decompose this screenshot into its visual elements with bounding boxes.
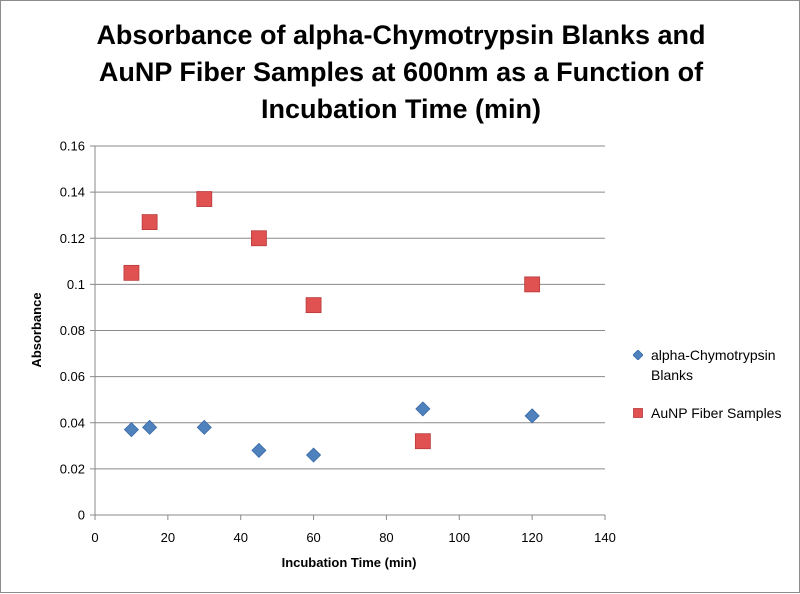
aunp-point bbox=[196, 191, 213, 207]
y-tick-label: 0.06 bbox=[60, 369, 85, 384]
blanks-point bbox=[123, 422, 139, 438]
chart-title-line-2: AuNP Fiber Samples at 600nm as a Functio… bbox=[98, 57, 704, 87]
legend-label-blanks-line-2: Blanks bbox=[651, 367, 694, 383]
aunp-point bbox=[251, 230, 267, 247]
tick-labels: 0 0.02 0.04 0.06 0.08 0.1 0.12 0.14 0.16 0 20 40 60 8… bbox=[60, 139, 616, 546]
data-points bbox=[123, 191, 541, 463]
aunp-point bbox=[414, 433, 431, 450]
legend-item-blanks: alpha-Chymotrypsin Blanks bbox=[633, 345, 793, 385]
legend: alpha-Chymotrypsin Blanks AuNP Fiber Sam… bbox=[633, 345, 793, 423]
aunp-point bbox=[305, 297, 322, 314]
aunp-point bbox=[123, 264, 140, 281]
legend-diamond-marker bbox=[633, 350, 643, 360]
x-axis-label: Incubation Time (min) bbox=[282, 555, 417, 570]
chart-title: Absorbance of alpha-Chymotrypsin Blanks … bbox=[1, 17, 800, 128]
blanks-point bbox=[142, 419, 158, 435]
x-tick-label: 40 bbox=[233, 530, 247, 545]
chart-title-line-1: Absorbance of alpha-Chymotrypsin Blanks … bbox=[96, 20, 706, 50]
blanks-point bbox=[196, 419, 212, 435]
x-tick-label: 140 bbox=[594, 530, 616, 545]
y-tick-label: 0.14 bbox=[60, 185, 85, 200]
x-tick-label: 60 bbox=[306, 530, 320, 545]
aunp-point bbox=[524, 276, 541, 293]
y-axis-label: Absorbance bbox=[29, 292, 44, 367]
legend-label-blanks-line-1: alpha-Chymotrypsin bbox=[651, 347, 776, 363]
blanks-point bbox=[251, 442, 267, 458]
x-tick-label: 80 bbox=[379, 530, 393, 545]
y-tick-label: 0.04 bbox=[60, 415, 85, 430]
legend-label-aunp: AuNP Fiber Samples bbox=[651, 405, 782, 421]
x-tick-label: 100 bbox=[448, 530, 470, 545]
blanks-point bbox=[415, 401, 431, 417]
y-tick-label: 0.02 bbox=[60, 461, 85, 476]
x-tick-label: 120 bbox=[521, 530, 543, 545]
blanks-point bbox=[524, 408, 540, 424]
legend-item-aunp: AuNP Fiber Samples bbox=[633, 403, 793, 423]
x-tick-label: 20 bbox=[161, 530, 175, 545]
blanks-point bbox=[306, 447, 322, 463]
aunp-point bbox=[141, 214, 158, 231]
legend-square-marker bbox=[633, 408, 643, 418]
gridlines bbox=[95, 145, 605, 470]
x-tick-label: 0 bbox=[91, 530, 98, 545]
axes bbox=[90, 145, 606, 520]
chart-title-line-3: Incubation Time (min) bbox=[260, 94, 541, 124]
y-tick-label: 0.12 bbox=[60, 231, 85, 246]
y-tick-label: 0.08 bbox=[60, 323, 85, 338]
y-tick-label: 0 bbox=[78, 508, 85, 523]
y-tick-label: 0.1 bbox=[67, 277, 85, 292]
y-tick-label: 0.16 bbox=[60, 139, 85, 154]
